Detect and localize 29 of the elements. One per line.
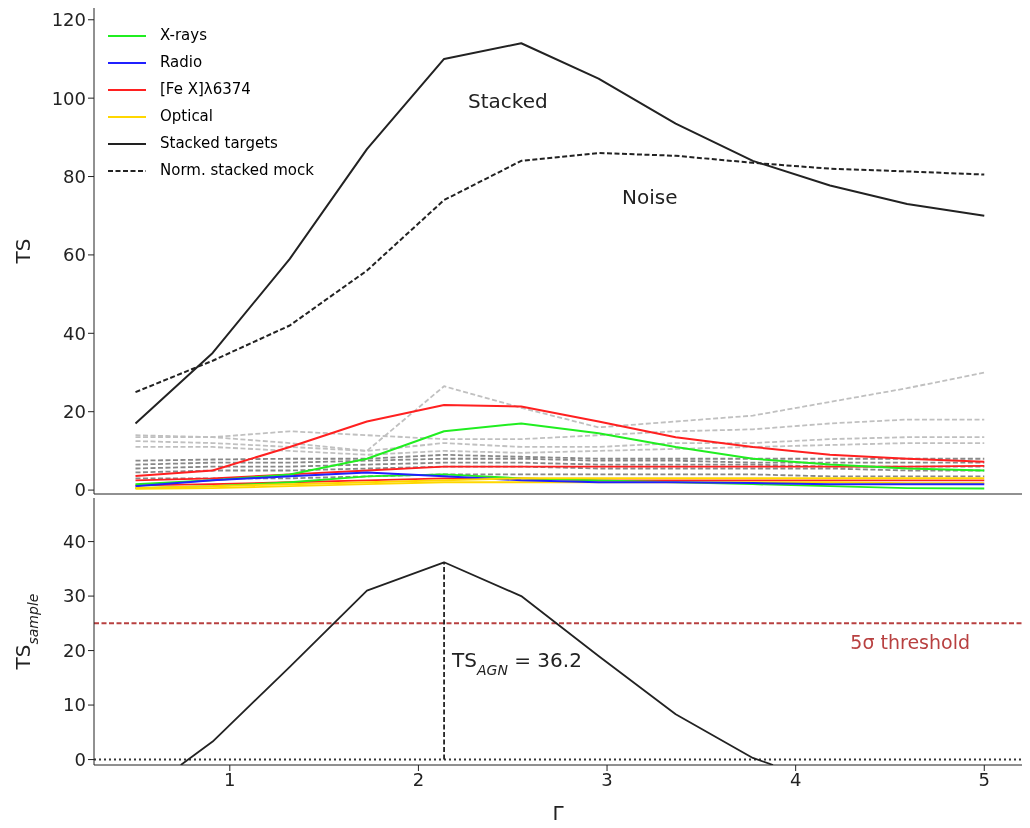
x-tick-label: 2 — [412, 768, 425, 790]
y-tick-label: 120 — [51, 9, 86, 31]
x-tick-label: 1 — [224, 768, 236, 790]
ref-line-label: 5σ threshold — [850, 630, 970, 653]
legend-label: X-rays — [160, 25, 207, 46]
x-tick-label: 4 — [789, 768, 802, 790]
legend-label: Stacked targets — [160, 133, 278, 154]
annotation: Stacked — [468, 89, 548, 113]
y-tick-label: 80 — [63, 165, 86, 187]
annotation: Noise — [622, 185, 678, 209]
legend-label: Radio — [160, 52, 203, 73]
y-tick-label: 30 — [63, 585, 86, 607]
y-tick-label: 0 — [74, 748, 86, 770]
y-tick-label: 60 — [63, 244, 86, 266]
annotation: TS$_{AGN}$ = 36.2 — [451, 647, 582, 678]
legend-label: Norm. stacked mock — [160, 160, 314, 181]
y-tick-label: 20 — [63, 401, 86, 423]
legend-label: Optical — [160, 106, 213, 127]
x-tick-label: 5 — [978, 768, 990, 790]
y-axis-title: TS — [11, 238, 35, 265]
x-axis-title: Γ — [552, 801, 565, 825]
y-tick-label: 10 — [63, 694, 86, 716]
x-tick-label: 3 — [601, 768, 613, 790]
legend-label: [Fe X]λ6374 — [160, 79, 251, 100]
y-tick-label: 40 — [63, 530, 86, 552]
y-tick-label: 40 — [63, 322, 86, 344]
y-tick-label: 0 — [74, 479, 86, 501]
y-tick-label: 100 — [51, 87, 86, 109]
y-tick-label: 20 — [63, 639, 86, 661]
